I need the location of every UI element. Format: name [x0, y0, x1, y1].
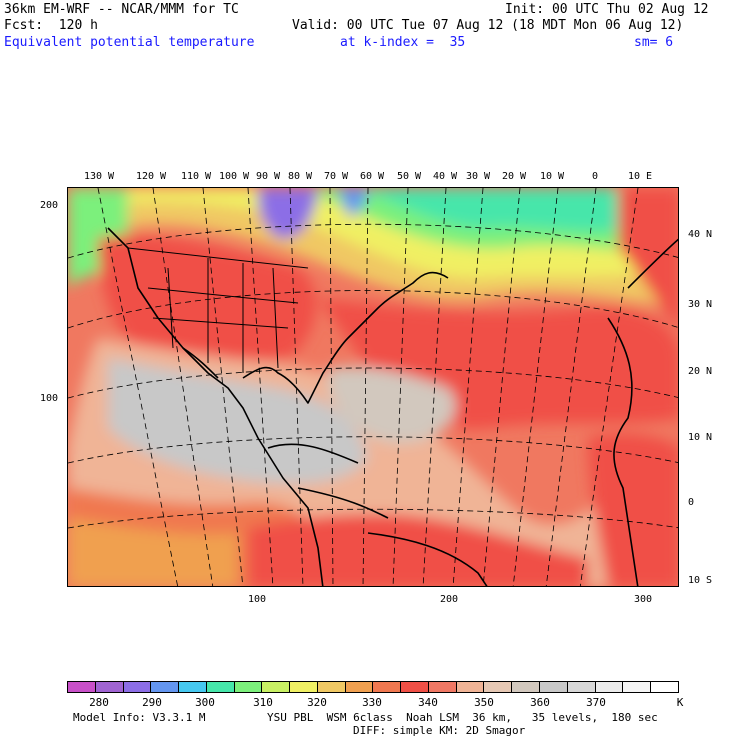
physics-info: YSU PBL WSM 6class Noah LSM 36 km, 35 le…: [267, 711, 658, 724]
grid-x-label-200: 200: [440, 594, 459, 605]
map-canvas: [68, 188, 678, 586]
colorbar-swatch: [651, 682, 678, 692]
grid-y-label-100: 100: [40, 393, 59, 404]
political-borders: [127, 247, 309, 373]
colorbar-swatch: [345, 682, 374, 692]
colorbar-swatch: [456, 682, 485, 692]
coastlines: [107, 227, 678, 586]
lat-label-0: 0: [688, 497, 695, 508]
diffusion-info: DIFF: simple KM: 2D Smagor: [353, 724, 526, 737]
colorbar-label-350: 350: [474, 696, 494, 709]
grid-y-label-200: 200: [40, 200, 59, 211]
colorbar-label-370: 370: [586, 696, 606, 709]
lon-label-0: 0: [591, 171, 599, 182]
graticule: [68, 188, 678, 586]
lon-label-30w: 30 W: [465, 171, 491, 182]
lon-label-100w: 100 W: [218, 171, 250, 182]
colorbar-swatch: [95, 682, 124, 692]
init-time: Init: 00 UTC Thu 02 Aug 12: [505, 2, 709, 17]
field-name: Equivalent potential temperature: [4, 35, 255, 50]
smoothing-info: sm= 6: [634, 35, 674, 50]
lat-label-10n: 10 N: [688, 432, 713, 443]
colorbar-swatch: [512, 682, 541, 692]
lon-label-130w: 130 W: [83, 171, 115, 182]
colorbar-swatch: [401, 682, 429, 692]
lon-label-80w: 80 W: [287, 171, 313, 182]
colorbar-unit: K: [676, 696, 684, 709]
colorbar-swatch: [595, 682, 624, 692]
lon-label-10w: 10 W: [539, 171, 565, 182]
colorbar-label-290: 290: [142, 696, 162, 709]
colorbar-swatch: [540, 682, 568, 692]
lat-label-10s: 10 S: [688, 575, 713, 586]
lon-label-40w: 40 W: [432, 171, 458, 182]
valid-time: Valid: 00 UTC Tue 07 Aug 12 (18 MDT Mon …: [292, 18, 684, 33]
colorbar-swatch: [123, 682, 152, 692]
lon-label-70w: 70 W: [323, 171, 349, 182]
colorbar-label-340: 340: [418, 696, 438, 709]
forecast-hour: Fcst: 120 h: [4, 18, 98, 33]
colorbar-label-320: 320: [307, 696, 327, 709]
colorbar-label-300: 300: [195, 696, 215, 709]
lon-label-60w: 60 W: [359, 171, 385, 182]
colorbar-label-360: 360: [530, 696, 550, 709]
lon-label-50w: 50 W: [396, 171, 422, 182]
colorbar-swatch: [68, 682, 96, 692]
colorbar-swatch: [179, 682, 207, 692]
colorbar-swatch: [262, 682, 291, 692]
lon-label-20w: 20 W: [501, 171, 527, 182]
model-title: 36km EM-WRF -- NCAR/MMM for TC: [4, 2, 239, 17]
colorbar: [67, 681, 679, 693]
theta-e-map: [67, 187, 679, 587]
colorbar-label-280: 280: [89, 696, 109, 709]
lon-label-110w: 110 W: [180, 171, 212, 182]
colorbar-swatch: [428, 682, 457, 692]
lon-label-120w: 120 W: [135, 171, 167, 182]
colorbar-swatch: [151, 682, 180, 692]
colorbar-swatch: [290, 682, 318, 692]
colorbar-swatch: [623, 682, 652, 692]
colorbar-swatch: [567, 682, 596, 692]
colorbar-swatch: [317, 682, 346, 692]
grid-x-label-300: 300: [634, 594, 653, 605]
lat-label-20n: 20 N: [688, 366, 713, 377]
lon-label-90w: 90 W: [255, 171, 281, 182]
colorbar-label-310: 310: [253, 696, 273, 709]
model-info: Model Info: V3.3.1 M: [73, 711, 206, 724]
colorbar-swatch: [206, 682, 235, 692]
colorbar-swatch: [484, 682, 513, 692]
lon-label-10e: 10 E: [627, 171, 653, 182]
colorbar-swatch: [234, 682, 263, 692]
colorbar-swatch: [373, 682, 402, 692]
colorbar-label-330: 330: [362, 696, 382, 709]
lat-label-30n: 30 N: [688, 299, 713, 310]
theta-e-field: [68, 188, 678, 586]
grid-x-label-100: 100: [248, 594, 267, 605]
lat-label-40n: 40 N: [688, 229, 713, 240]
level-info: at k-index = 35: [340, 35, 466, 50]
